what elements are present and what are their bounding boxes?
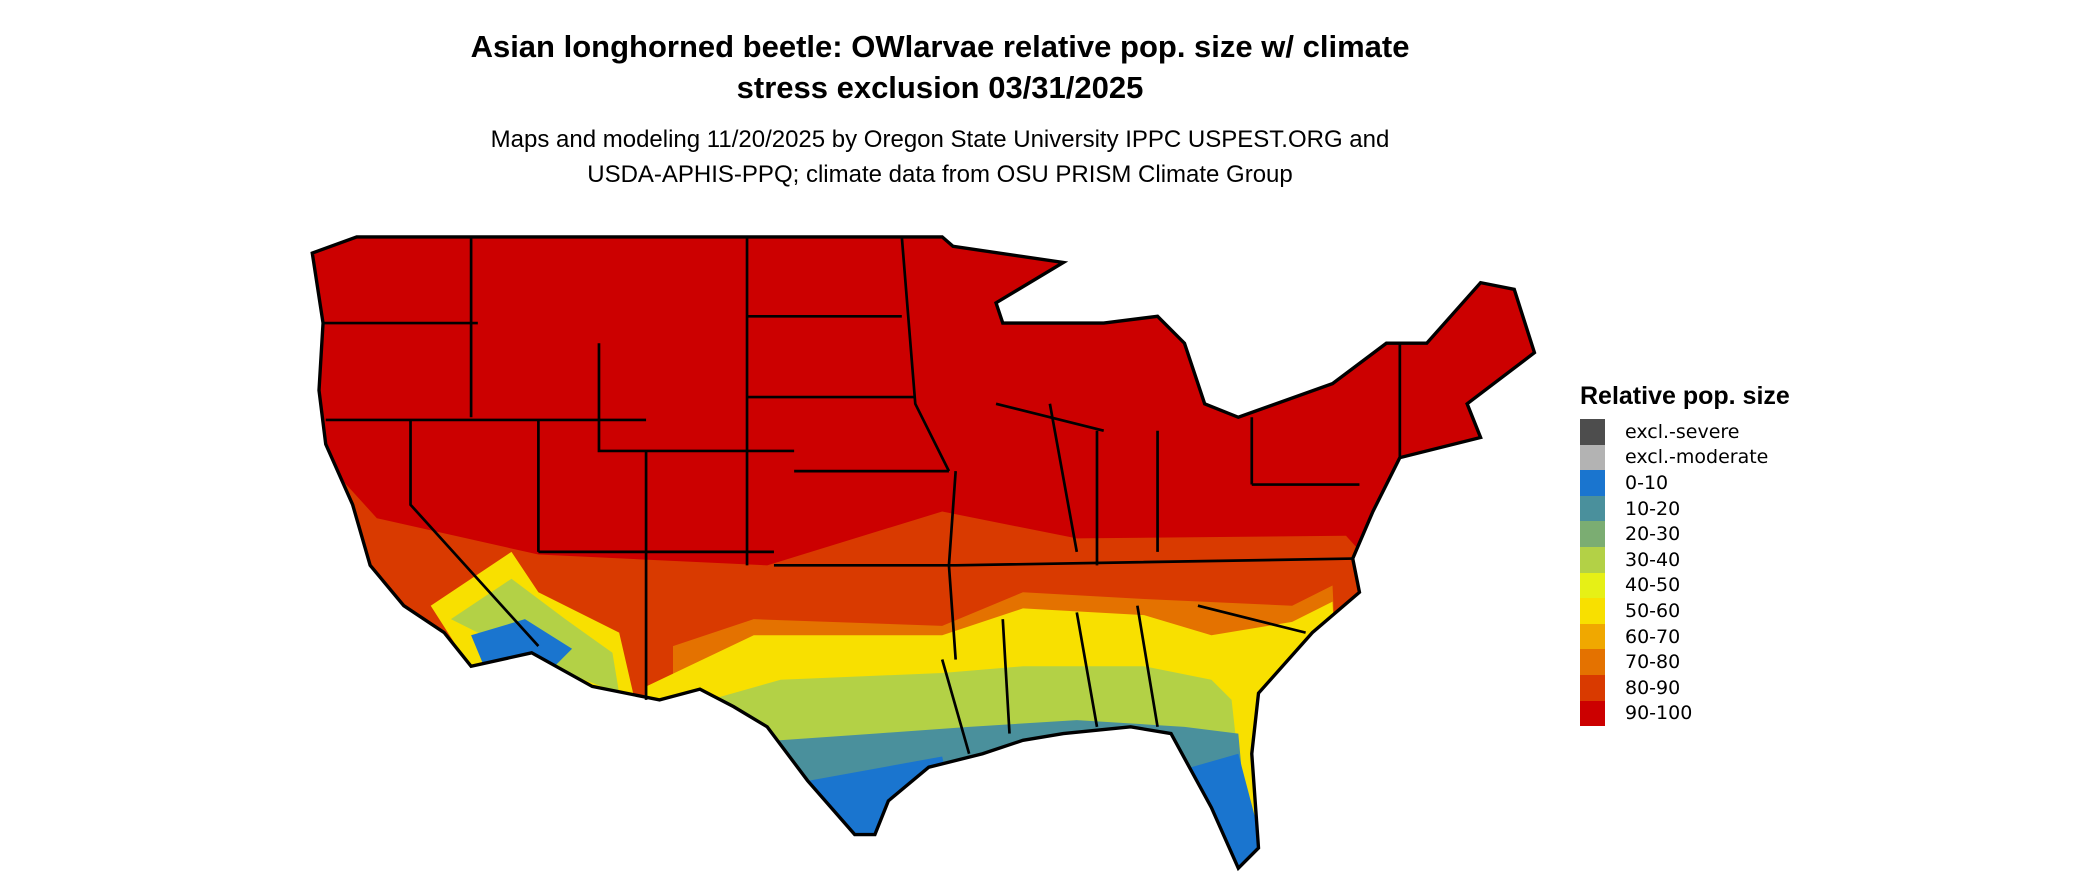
- legend-label: 70-80: [1625, 651, 1681, 674]
- legend-label: 0-10: [1625, 471, 1669, 494]
- legend-swatch: [1580, 470, 1605, 496]
- legend-items: excl.-severe excl.-moderate 0-10 10-20 20-30…: [1580, 419, 1790, 727]
- legend-item: excl.-moderate: [1580, 444, 1790, 471]
- title-line-2: stress exclusion 03/31/2025: [736, 70, 1144, 105]
- legend-swatch: [1580, 674, 1605, 701]
- subtitle-line-2: USDA-APHIS-PPQ; climate data from OSU PR…: [587, 161, 1293, 188]
- legend-label: excl.-moderate: [1625, 446, 1769, 469]
- state-lines: [323, 236, 1402, 755]
- legend-swatch: [1580, 700, 1605, 727]
- legend-item: 40-50: [1580, 572, 1790, 599]
- legend-label: 90-100: [1625, 702, 1693, 725]
- legend-label: 30-40: [1625, 548, 1681, 571]
- legend-item: 90-100: [1580, 700, 1790, 727]
- map-fill: [312, 236, 1535, 869]
- legend-swatch: [1580, 623, 1605, 650]
- legend-item: 50-60: [1580, 598, 1790, 624]
- legend: Relative pop. size excl.-severe excl.-mod…: [1580, 382, 1790, 727]
- legend-label: excl.-severe: [1625, 420, 1740, 443]
- legend-label: 20-30: [1625, 523, 1681, 546]
- subtitle-line-1: Maps and modeling 11/20/2025 by Oregon S…: [490, 126, 1390, 153]
- legend-label: 60-70: [1625, 625, 1681, 648]
- map-subtitle: Maps and modeling 11/20/2025 by Oregon S…: [0, 122, 1880, 192]
- legend-swatch: [1580, 546, 1605, 573]
- legend-swatch: [1580, 572, 1605, 599]
- legend-swatch: [1580, 495, 1605, 522]
- legend-label: 10-20: [1625, 497, 1681, 520]
- legend-item: 0-10: [1580, 470, 1790, 496]
- legend-swatch: [1580, 649, 1605, 675]
- legend-item: 20-30: [1580, 521, 1790, 547]
- region-30-40: [699, 666, 1252, 869]
- legend-label: 50-60: [1625, 599, 1681, 622]
- title-line-1: Asian longhorned beetle: OWlarvae relati…: [470, 29, 1410, 64]
- legend-swatch: [1580, 598, 1605, 624]
- legend-item: 70-80: [1580, 649, 1790, 675]
- us-outline: [310, 235, 1537, 872]
- legend-swatch: [1580, 419, 1605, 445]
- legend-item: 60-70: [1580, 623, 1790, 650]
- map-title: Asian longhorned beetle: OWlarvae relati…: [0, 26, 1880, 108]
- legend-item: 80-90: [1580, 674, 1790, 701]
- legend-item: 30-40: [1580, 546, 1790, 573]
- legend-swatch: [1580, 521, 1605, 547]
- legend-item: 10-20: [1580, 495, 1790, 522]
- legend-label: 80-90: [1625, 676, 1681, 699]
- state-borders: [310, 235, 1537, 872]
- legend-label: 40-50: [1625, 574, 1681, 597]
- legend-swatch: [1580, 444, 1605, 471]
- legend-item: excl.-severe: [1580, 419, 1790, 445]
- legend-title: Relative pop. size: [1580, 382, 1790, 410]
